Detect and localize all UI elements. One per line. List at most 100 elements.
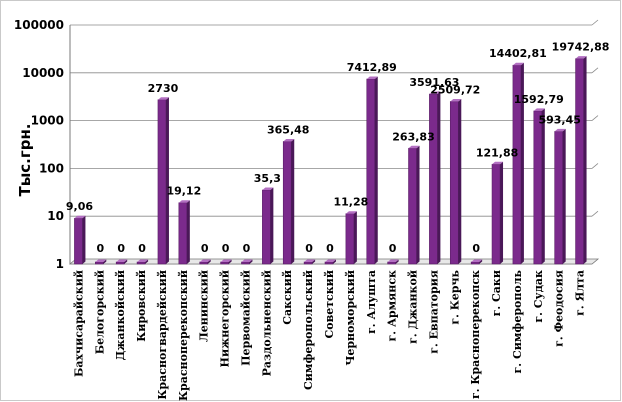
data-label: 0 [138,242,146,255]
y-tick-label: 100 [39,161,64,175]
x-tick-label: Черноморский [344,270,357,366]
gridline-depth [591,163,599,169]
bar-side [583,56,587,264]
bar [366,78,376,265]
bar-side [520,62,524,264]
bar [115,261,125,265]
bar-top [241,259,253,262]
bar [387,261,396,265]
bar-top [220,259,232,262]
bar-side [479,259,483,264]
data-label: 263,83 [392,130,434,143]
gridline-depth [591,19,599,26]
bar-side [437,91,441,264]
data-label: 19742,88 [552,41,610,54]
bar-top [95,259,107,262]
gridline-depth [591,67,599,74]
bar-top [157,97,169,100]
bar [157,99,167,265]
data-label: 365,48 [267,123,309,136]
bar [345,213,355,265]
label-layer: 1 10 100 1000 10000 100000 9,06 Бахчисарайский 0… [14,18,610,401]
bar [533,110,543,265]
y-tick-label: 100000 [14,18,64,32]
x-tick-label: Раздольненский [260,270,273,376]
x-tick-label: Первомайский [239,270,252,366]
bar [491,163,501,265]
bar-side [207,259,211,264]
bar-side [186,200,190,264]
data-label: 0 [243,242,251,255]
bar-top [450,98,462,102]
bar [324,261,334,265]
bar [470,261,480,265]
x-tick-label: Бахчисарайский [72,270,85,377]
bar [241,261,250,265]
bar-side [374,76,378,265]
bar-side [82,215,86,264]
bar-top [554,128,566,132]
y-tick-label: 10000 [22,66,64,80]
bar-side [562,128,566,264]
data-label: 1592,79 [514,93,564,106]
data-label: 121,88 [476,146,518,159]
bar-top [178,200,190,203]
bar-side [145,259,149,264]
x-tick-label: Белогорский [93,270,106,354]
bar-top [199,259,211,262]
bar-top [387,259,399,262]
data-label: 0 [472,242,480,255]
bar-side [458,98,462,264]
data-label: 14402,81 [489,47,547,60]
bar [262,189,271,265]
x-tick-label: Красноперекопский [177,270,190,401]
data-label: 0 [96,242,104,255]
x-tick-label: г. Джанкой [407,270,420,344]
bar-side [416,145,420,264]
bar-top [429,91,441,95]
data-label: 0 [222,242,230,255]
x-tick-label: Красногвардейский [156,270,169,400]
x-tick-label: Кировский [135,270,148,342]
x-tick-label: Симферопольский [302,270,315,390]
bar-side [291,138,295,264]
bar-top [471,259,483,262]
bar [303,261,313,265]
bar-side [500,161,504,264]
bar-top [575,56,587,59]
x-tick-label: Сакский [281,270,294,325]
bar [408,147,417,265]
x-tick-label: г. Саки [490,270,503,316]
bar-top [304,259,316,262]
bar-side [395,259,399,264]
data-label: 19,12 [166,185,201,198]
data-label: 3591,63 [409,76,459,89]
y-tick-label: 1 [56,257,64,271]
bar-top [262,187,274,191]
x-tick-label: г. Красноперекопск [469,270,482,399]
bar-top [492,161,504,165]
bar-side [353,211,357,264]
x-tick-label: Джанкойский [114,270,127,360]
bar [554,131,563,265]
data-label: 0 [389,242,397,255]
bar-side [124,259,128,264]
data-label: 11,28 [333,196,368,209]
data-label: 0 [117,242,125,255]
x-tick-label: Ленинский [198,270,211,342]
bar-top [325,259,336,262]
data-label: 0 [305,242,313,255]
bar-top [533,108,545,111]
x-tick-label: г. Ялта [574,270,587,316]
gridline-depth [591,115,599,121]
y-tick-label: 10 [47,209,64,223]
bar-side [103,259,107,264]
bar-side [333,259,336,264]
bar [282,141,292,265]
bar-side [270,187,274,264]
bar-side [312,259,316,264]
bar [178,202,188,265]
x-tick-label: г. Евпатория [427,270,440,354]
bar [136,261,146,265]
data-label: 2730 [148,82,179,95]
